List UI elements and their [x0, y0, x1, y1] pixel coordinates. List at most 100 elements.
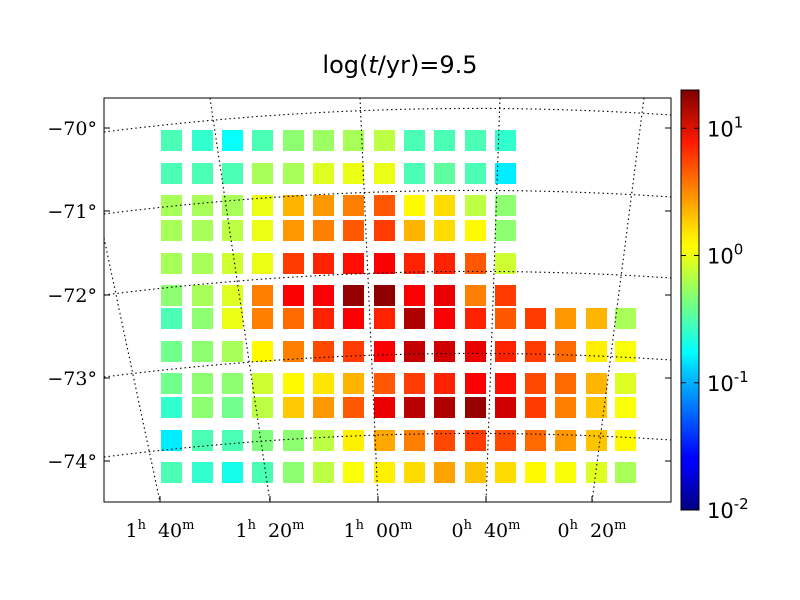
heatmap-cell	[374, 253, 395, 274]
heatmap-cell	[525, 373, 546, 394]
heatmap-cell	[313, 462, 334, 483]
heatmap-cell	[615, 373, 636, 394]
heatmap-cell	[495, 430, 516, 451]
heatmap-cell	[434, 341, 455, 362]
right-ascension-line	[591, 97, 645, 503]
heatmap-cell	[343, 373, 364, 394]
heatmap-cell	[465, 195, 486, 216]
heatmap-cell	[525, 397, 546, 418]
y-tick-label: −70°	[47, 118, 97, 140]
heatmap-cell	[313, 195, 334, 216]
heatmap-cell	[343, 163, 364, 184]
heatmap-cell	[615, 341, 636, 362]
heatmap-cell	[404, 308, 425, 329]
heatmap-cell	[465, 163, 486, 184]
heatmap-cell	[615, 308, 636, 329]
declination-line	[103, 432, 672, 458]
heatmap-cell	[252, 397, 273, 418]
heatmap-cell	[283, 462, 304, 483]
heatmap-cell	[313, 220, 334, 241]
heatmap-cell	[404, 397, 425, 418]
coordinate-grid	[103, 97, 672, 503]
colorbar-tick-label: 10-1	[707, 368, 749, 396]
y-tick-label: −72°	[47, 285, 97, 307]
heatmap-cell	[404, 220, 425, 241]
heatmap-cell	[495, 220, 516, 241]
heatmap-cell	[161, 163, 182, 184]
heatmap-cell	[404, 195, 425, 216]
heatmap-cell	[555, 397, 576, 418]
heatmap-cell	[615, 397, 636, 418]
heatmap-cell	[192, 341, 213, 362]
heatmap-cell	[465, 341, 486, 362]
heatmap-cell	[161, 430, 182, 451]
heatmap-cell	[192, 253, 213, 274]
x-tick-label: 0h 20m	[558, 518, 627, 542]
heatmap-cell	[374, 308, 395, 329]
x-axis: 1h 40m 1h 20m 1h 00m 0h 40m 0h 20m	[126, 496, 627, 542]
declination-line	[103, 352, 672, 378]
heatmap-cell	[434, 253, 455, 274]
heatmap-cell	[252, 462, 273, 483]
heatmap-cell	[192, 220, 213, 241]
heatmap-cell	[222, 373, 243, 394]
heatmap-cell	[465, 253, 486, 274]
y-tick-label: −71°	[47, 201, 97, 223]
heatmap-cell	[495, 195, 516, 216]
heatmap-cell	[192, 373, 213, 394]
y-tick-label: −73°	[47, 368, 97, 390]
heatmap-cell	[615, 430, 636, 451]
heatmap-cell	[374, 163, 395, 184]
right-ascension-line	[209, 97, 271, 503]
heatmap-cell	[343, 285, 364, 306]
heatmap-cell	[313, 373, 334, 394]
heatmap-cell	[283, 430, 304, 451]
heatmap-cell	[465, 373, 486, 394]
declination-line	[103, 270, 672, 296]
heatmap-cell	[161, 195, 182, 216]
heatmap-cell	[222, 397, 243, 418]
heatmap-cell	[161, 462, 182, 483]
heatmap-cell	[283, 397, 304, 418]
heatmap-cell	[586, 462, 607, 483]
heatmap-cell	[495, 462, 516, 483]
heatmap-cell	[222, 462, 243, 483]
heatmap-cell	[252, 285, 273, 306]
x-tick-label: 0h 40m	[452, 518, 521, 542]
colorbar-tick-label: 10-2	[707, 495, 749, 523]
heatmap-cell	[374, 341, 395, 362]
colorbar-tick-label: 101	[707, 113, 743, 141]
heatmap-cell	[434, 308, 455, 329]
heatmap-cell	[161, 308, 182, 329]
colorbar-tick-label: 100	[707, 241, 743, 269]
heatmap-cell	[222, 341, 243, 362]
heatmap-cell	[525, 308, 546, 329]
heatmap-cell	[192, 130, 213, 151]
heatmap-cell	[374, 373, 395, 394]
heatmap-cell	[465, 130, 486, 151]
heatmap-cell	[555, 462, 576, 483]
heatmap-cell	[161, 253, 182, 274]
x-tick-label: 1h 20m	[236, 518, 305, 542]
heatmap-cell	[555, 341, 576, 362]
x-tick-label: 1h 40m	[126, 518, 195, 542]
heatmap-cell	[283, 373, 304, 394]
heatmap-cell	[222, 308, 243, 329]
heatmap-cell	[343, 253, 364, 274]
heatmap-cell	[222, 253, 243, 274]
heatmap-cell	[495, 397, 516, 418]
heatmap-cell	[252, 341, 273, 362]
heatmap-cell	[222, 430, 243, 451]
heatmap-cell	[192, 163, 213, 184]
colorbar-axis: 101 100 10-1 10-2	[681, 113, 749, 523]
heatmap-cell	[434, 285, 455, 306]
heatmap-cell	[192, 430, 213, 451]
heatmap-cell	[495, 163, 516, 184]
declination-line	[103, 107, 672, 133]
heatmap-cell	[374, 130, 395, 151]
heatmap-cell	[222, 220, 243, 241]
heatmap-cell	[525, 341, 546, 362]
heatmap-cell	[404, 253, 425, 274]
heatmap-cell	[434, 163, 455, 184]
heatmap-cell	[343, 195, 364, 216]
